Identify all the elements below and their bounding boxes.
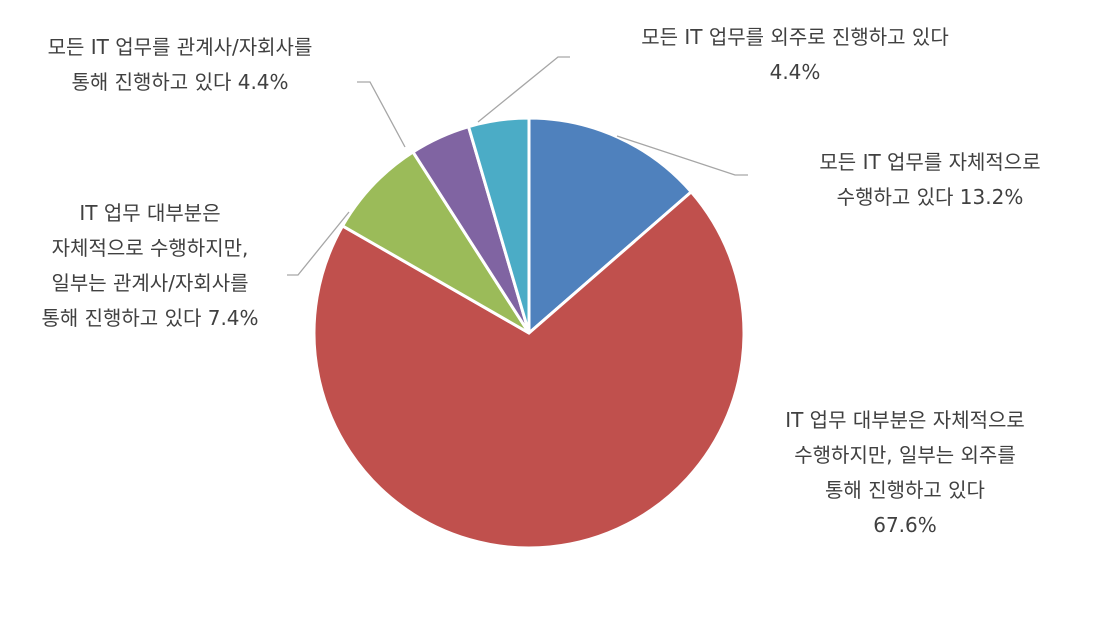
label-partial-affiliate: IT 업무 대부분은 자체적으로 수행하지만, 일부는 관계사/자회사를 통해 … [0,196,300,336]
label-all-affiliate: 모든 IT 업무를 관계사/자회사를 통해 진행하고 있다 4.4% [0,30,360,100]
label-line: 통해 진행하고 있다 7.4% [41,306,259,330]
label-line: 수행하고 있다 13.2% [836,185,1024,209]
label-line: IT 업무 대부분은 자체적으로 [785,408,1025,432]
label-line: 67.6% [873,513,937,537]
leader-line-affiliate-partial [287,211,350,276]
label-all-outsource: 모든 IT 업무를 외주로 진행하고 있다 4.4% [580,20,1010,90]
label-line: 모든 IT 업무를 자체적으로 [819,150,1041,174]
pie-slice-1 [312,189,746,550]
label-line: 모든 IT 업무를 외주로 진행하고 있다 [641,25,949,49]
label-line: 통해 진행하고 있다 4.4% [71,70,289,94]
label-line: 모든 IT 업무를 관계사/자회사를 [47,35,313,59]
pie-slice-2 [340,149,531,335]
pie-slice-4 [466,116,531,334]
label-line: 자체적으로 수행하지만, [51,236,249,260]
leader-line-affiliate-all [357,81,406,148]
pie-slice-0 [527,116,694,337]
leader-line-self [616,135,748,176]
label-line: 일부는 관계사/자회사를 [51,271,249,295]
label-line: 통해 진행하고 있다 [825,478,985,502]
label-line: 4.4% [769,60,821,84]
label-self: 모든 IT 업무를 자체적으로 수행하고 있다 13.2% [770,145,1090,215]
label-line: IT 업무 대부분은 [79,201,221,225]
label-line: 수행하지만, 일부는 외주를 [794,443,1016,467]
leader-line-outsource-all [477,56,570,123]
label-partial-outsource: IT 업무 대부분은 자체적으로 수행하지만, 일부는 외주를 통해 진행하고 … [740,403,1070,543]
